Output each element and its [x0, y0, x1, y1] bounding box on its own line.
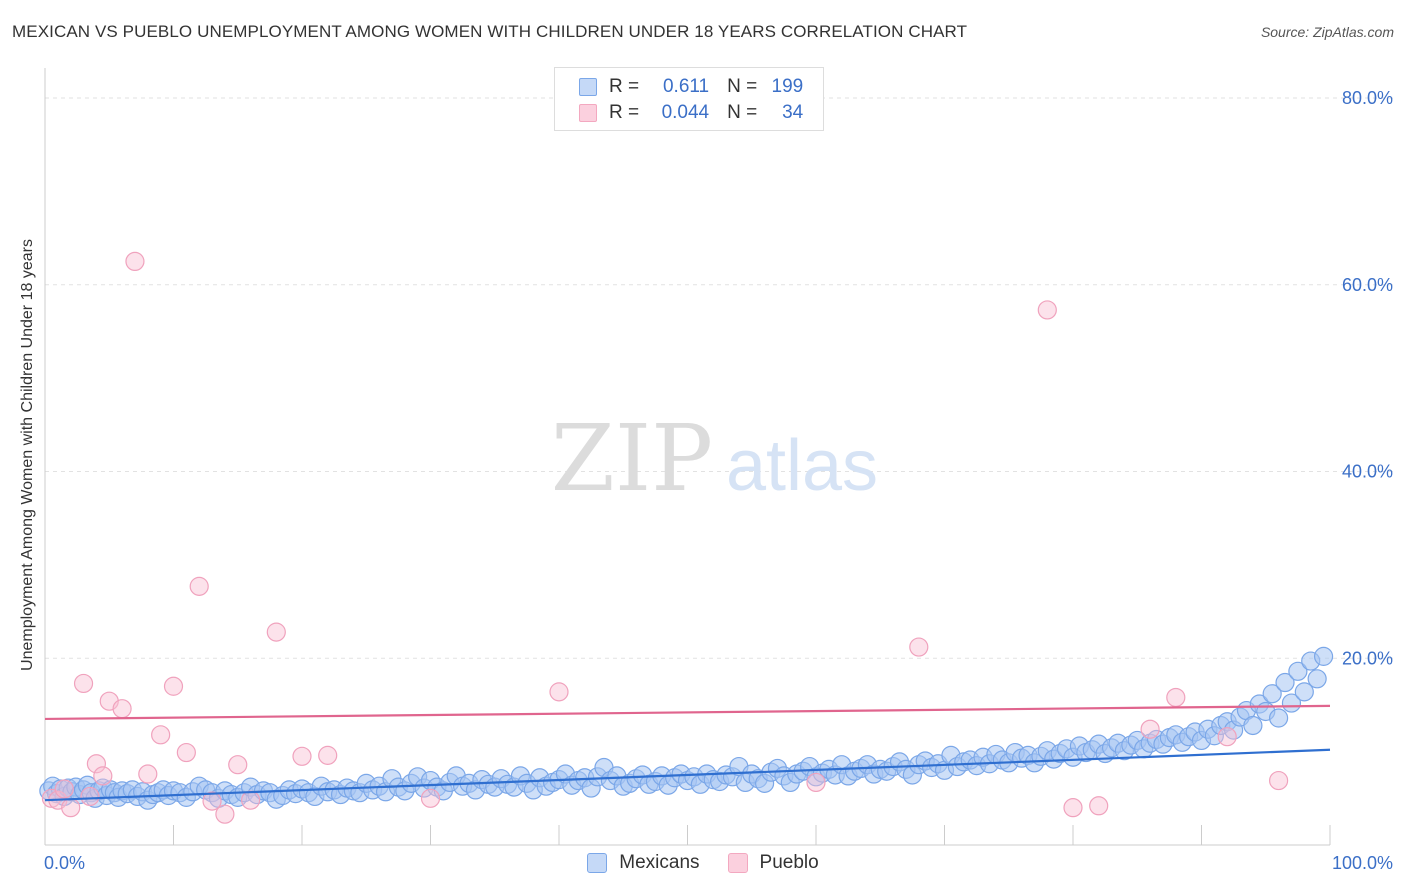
grid-lines [45, 97, 1394, 659]
series-legend: Mexicans Pueblo [0, 852, 1406, 874]
x-tick-label: 100.0% [1332, 853, 1393, 873]
r-value: 0.611 [662, 76, 710, 97]
legend-row-pueblo: R = 0.044 N = 34 [579, 101, 803, 125]
pueblo-point [420, 788, 441, 808]
y-tick-label: 20.0% [1342, 648, 1393, 668]
source-label: Source: ZipAtlas.com [1260, 24, 1394, 40]
pueblo-point [215, 804, 235, 824]
pueblo-point [138, 764, 158, 784]
pueblo-point [806, 772, 826, 793]
pueblo-swatch [727, 853, 748, 873]
legend-item-mexicans[interactable]: Mexicans [587, 852, 700, 874]
mexicans-point [1243, 715, 1263, 736]
pueblo-point [1268, 770, 1289, 791]
pueblo-point [1140, 719, 1160, 739]
watermark: ZIP atlas [551, 405, 878, 512]
n-value: 34 [782, 102, 804, 123]
pueblo-trend-line [44, 704, 1331, 721]
pueblo-point [1217, 727, 1237, 747]
pueblo-point [266, 622, 286, 642]
pueblo-point [54, 779, 74, 799]
stats-legend: R = 0.611 N = 199 R = 0.044 N = 34 [554, 67, 824, 131]
pueblo-point [151, 725, 171, 745]
data-points [39, 251, 1334, 824]
n-label: N = [727, 102, 758, 123]
pueblo-point [241, 790, 261, 810]
mexicans-swatch [587, 853, 608, 873]
x-tick-label: 0.0% [44, 853, 85, 873]
mexicans-point [1275, 672, 1295, 693]
legend-label-mexicans: Mexicans [619, 852, 700, 873]
pueblo-point [292, 746, 312, 766]
pueblo-point [1089, 796, 1109, 816]
watermark-atlas: atlas [726, 426, 878, 506]
mexicans-point [1288, 661, 1308, 681]
pueblo-point [1037, 300, 1057, 320]
r-label: R = [609, 76, 640, 97]
pueblo-point [86, 754, 107, 774]
y-tick-label: 60.0% [1342, 275, 1393, 295]
pueblo-point [1063, 798, 1083, 818]
mexicans-trend-line [44, 748, 1331, 802]
pueblo-point [112, 699, 132, 719]
axes [44, 68, 1331, 846]
mexicans-point [1313, 646, 1334, 666]
pueblo-point [163, 676, 184, 696]
pueblo-point [93, 766, 113, 786]
mexicans-point [1307, 669, 1327, 689]
trend-lines [44, 704, 1331, 802]
mexicans-point [1281, 693, 1302, 713]
y-tick-label: 80.0% [1342, 88, 1393, 108]
chart-title: MEXICAN VS PUEBLO UNEMPLOYMENT AMONG WOM… [12, 22, 968, 41]
pueblo-point [318, 745, 338, 765]
r-value: 0.044 [661, 102, 710, 123]
pueblo-point [909, 637, 929, 657]
n-label: N = [727, 76, 758, 97]
pueblo-swatch [579, 104, 597, 122]
legend-label-pueblo: Pueblo [759, 852, 819, 873]
n-value: 199 [771, 76, 804, 97]
mexicans-point [1262, 684, 1282, 704]
pueblo-point [189, 576, 209, 596]
pueblo-point [202, 791, 222, 811]
pueblo-point [61, 798, 81, 818]
watermark-zip: ZIP [551, 405, 713, 512]
y-tick-label: 40.0% [1342, 462, 1393, 482]
pueblo-point [549, 682, 569, 702]
pueblo-point [176, 742, 196, 763]
pueblo-point [125, 251, 145, 272]
legend-item-pueblo[interactable]: Pueblo [727, 852, 819, 874]
pueblo-point [80, 786, 100, 807]
mexicans-swatch [579, 78, 597, 96]
pueblo-point [228, 755, 248, 775]
pueblo-point [1166, 687, 1186, 708]
tick-labels: 20.0% 40.0% 60.0% 80.0% 0.0% 100.0% [44, 88, 1393, 873]
mexicans-point [1268, 708, 1289, 728]
r-label: R = [609, 102, 640, 123]
legend-row-mexicans: R = 0.611 N = 199 [579, 75, 803, 99]
pueblo-point [73, 673, 94, 694]
mexicans-point [1294, 682, 1314, 702]
